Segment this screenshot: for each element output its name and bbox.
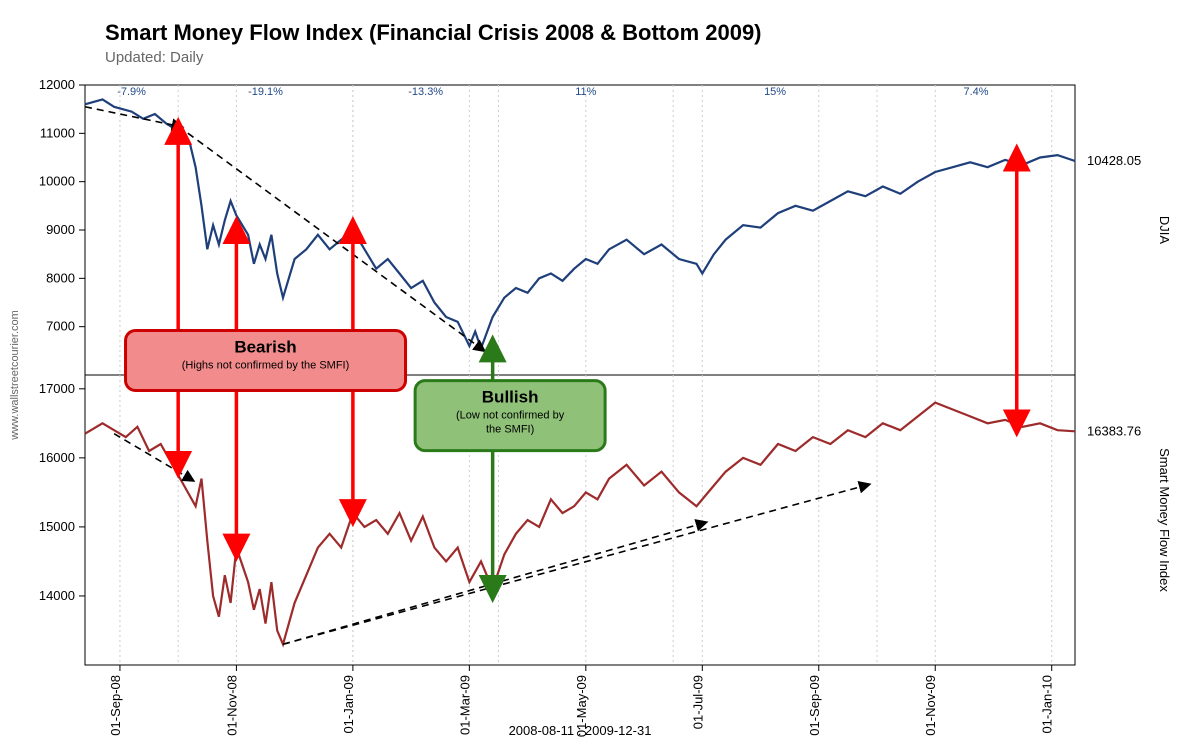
y-tick-label-bottom: 14000 (39, 588, 75, 603)
y-tick-label-top: 12000 (39, 77, 75, 92)
y-tick-label-top: 9000 (46, 222, 75, 237)
y-tick-label-top: 10000 (39, 174, 75, 189)
date-range-label: 2008-08-11 : 2009-12-31 (509, 723, 652, 738)
x-tick-label: 01-Nov-09 (923, 675, 938, 736)
x-tick-label: 01-Sep-09 (807, 675, 822, 736)
x-tick-label: 01-Sep-08 (108, 675, 123, 736)
chart-root: Smart Money Flow Index (Financial Crisis… (0, 0, 1183, 745)
x-tick-label: 01-Jan-09 (341, 675, 356, 734)
chart-subtitle: Updated: Daily (105, 49, 204, 66)
y-tick-label-top: 7000 (46, 319, 75, 334)
trend-line (178, 126, 481, 348)
djia-axis-label: DJIA (1157, 216, 1172, 245)
segment-label: 7.4% (963, 86, 988, 98)
y-tick-label-top: 8000 (46, 270, 75, 285)
source-text: www.wallstreetcourier.com (9, 310, 21, 441)
bearish-title: Bearish (234, 338, 296, 357)
chart-title: Smart Money Flow Index (Financial Crisis… (105, 20, 762, 45)
bullish-sub: (Low not confirmed by (456, 410, 565, 422)
segment-label: -19.1% (248, 86, 283, 98)
segment-label: -7.9% (117, 86, 146, 98)
bearish-sub: (Highs not confirmed by the SMFI) (182, 360, 350, 372)
y-tick-label-bottom: 17000 (39, 381, 75, 396)
x-tick-label: 01-Nov-08 (224, 675, 239, 736)
x-tick-label: 01-Jan-10 (1040, 675, 1055, 734)
smfi-axis-label: Smart Money Flow Index (1157, 448, 1172, 592)
djia-final-value: 10428.05 (1087, 153, 1141, 168)
djia-line (85, 100, 1075, 349)
segment-label: -13.3% (408, 86, 443, 98)
smfi-final-value: 16383.76 (1087, 423, 1141, 438)
bullish-title: Bullish (482, 388, 539, 407)
x-tick-label: 01-Mar-09 (457, 675, 472, 735)
trend-line (283, 485, 865, 644)
bullish-sub: the SMFI) (486, 424, 534, 436)
chart-svg: Smart Money Flow Index (Financial Crisis… (0, 0, 1183, 745)
segment-label: 15% (764, 86, 786, 98)
x-tick-label: 01-Jul-09 (690, 675, 705, 729)
y-tick-label-top: 11000 (40, 125, 75, 140)
y-tick-label-bottom: 16000 (39, 450, 75, 465)
y-tick-label-bottom: 15000 (39, 519, 75, 534)
